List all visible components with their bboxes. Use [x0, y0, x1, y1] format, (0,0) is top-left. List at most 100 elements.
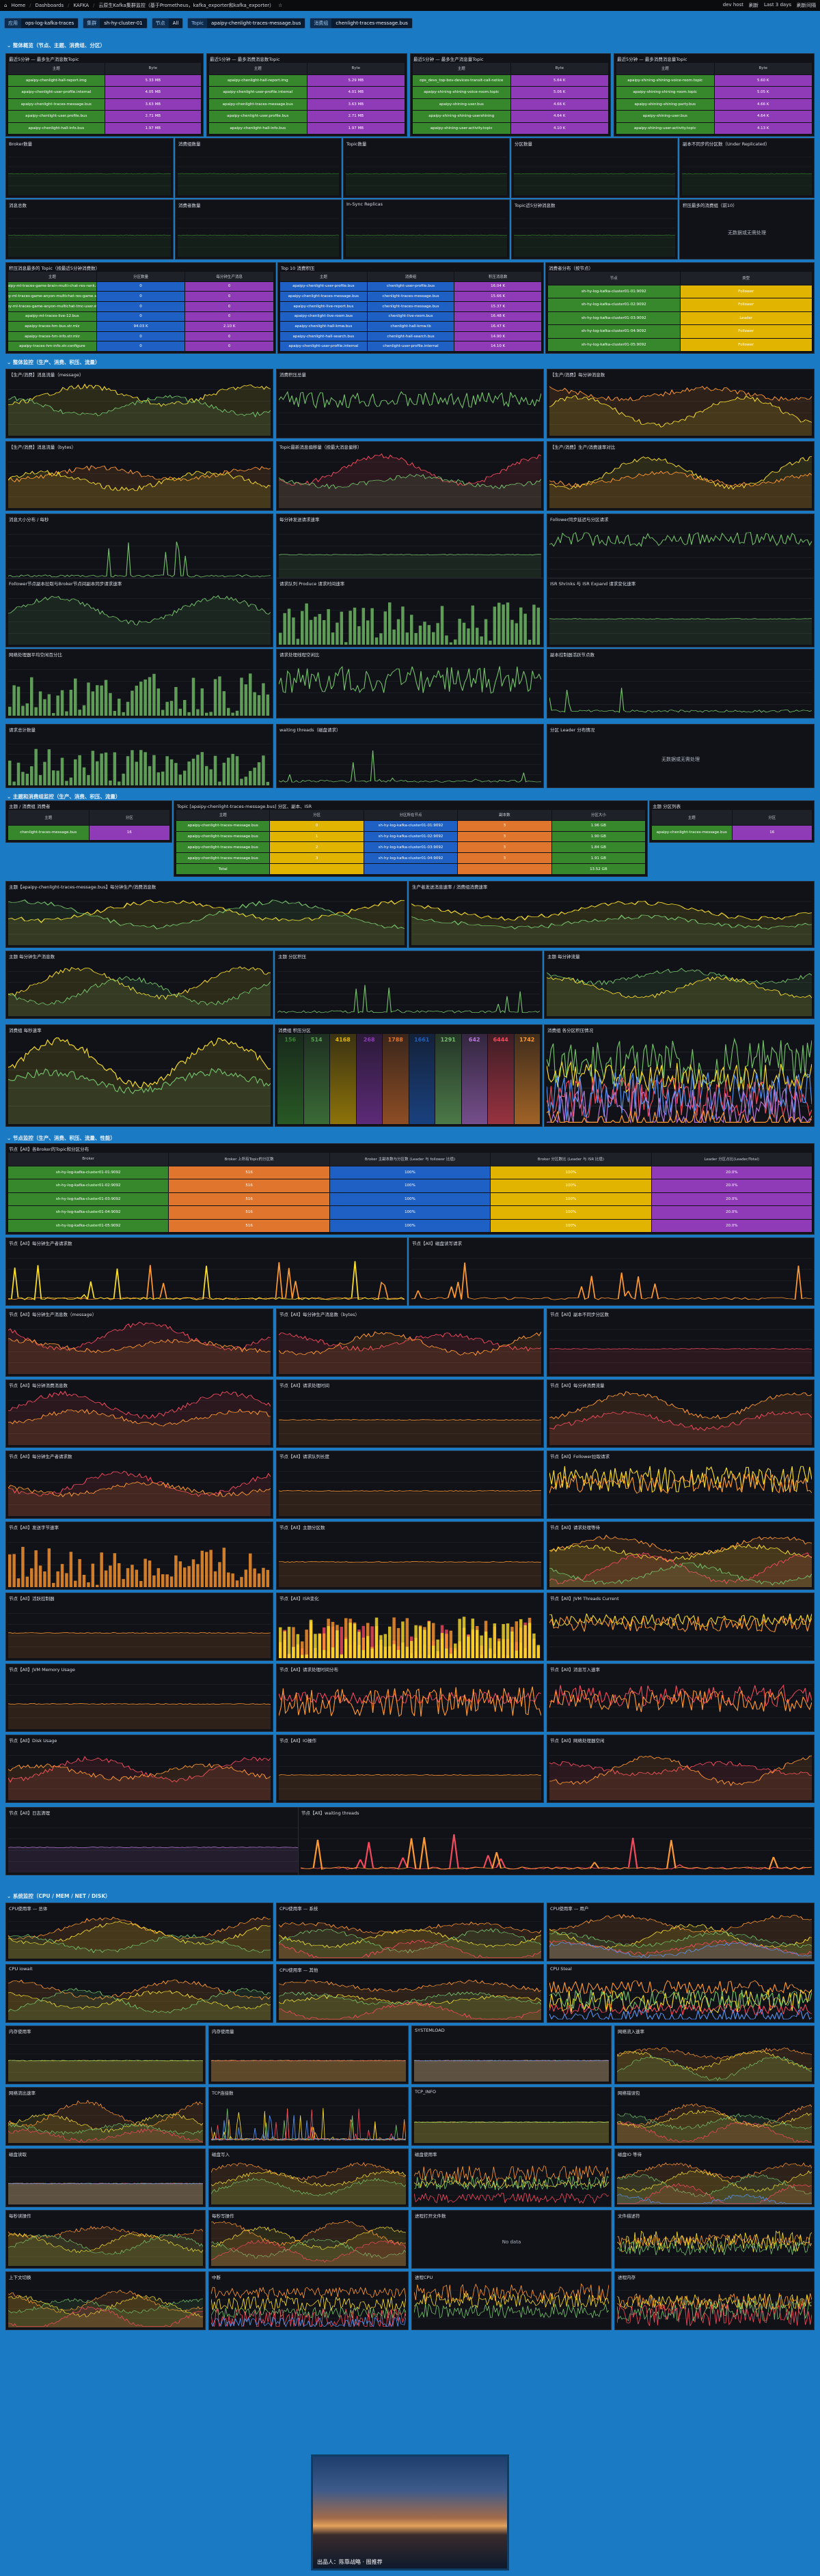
panel-n18[interactable]: 节点【All】JVM Threads Current	[547, 1593, 815, 1661]
panel-t3[interactable]: 主题 分区列表 主题 分区 apaipy-chenlight-traces-messa…	[649, 800, 815, 843]
panel-s17[interactable]: 磁盘使用率	[411, 2148, 612, 2207]
panel-q18[interactable]: 分区 Leader 分布情况 无数据或无需处理	[547, 724, 815, 788]
section-header-0[interactable]: ⌄ 整体概览（节点、主题、消费组、分区）	[3, 41, 817, 51]
variable-value[interactable]: chenlight-traces-message.bus	[331, 18, 412, 28]
panel-s21[interactable]: 进程打开文件数 No data	[411, 2210, 612, 2269]
panel-n15[interactable]: 节点【All】请求处理等待	[547, 1522, 815, 1590]
panel-p5[interactable]: Broker数量	[5, 138, 174, 198]
panel-s10[interactable]: 网络流入速率	[614, 2026, 815, 2084]
column-header[interactable]: Byte	[510, 63, 608, 74]
panel-p2[interactable]: 最近5分钟 — 最多消费消息数Topic 主题 Byte apaipy-chenlig…	[206, 53, 407, 137]
panel-n13[interactable]: 节点【All】发送字节速率	[5, 1522, 273, 1590]
panel-t6[interactable]: 主题 每分钟生产消息数	[5, 951, 273, 1019]
panel-p17[interactable]: 消费者分布（按节点） 节点 类型 sh-hy-log-kafka-cluster01-…	[545, 262, 815, 354]
panel-q17[interactable]: waiting threads（磁盘请求）	[276, 724, 544, 788]
column-header[interactable]: Byte	[105, 63, 201, 74]
panel-q12[interactable]: ISR Shrinks 与 ISR Expand 请求变化速率	[547, 578, 815, 647]
panel-t11[interactable]: 消费组 各分区积压情况	[544, 1024, 815, 1127]
panel-n17[interactable]: 节点【All】ISR变化	[276, 1593, 544, 1661]
variable-4[interactable]: 消费组 chenlight-traces-message.bus	[310, 18, 413, 29]
panel-s7[interactable]: 内存使用率	[5, 2026, 206, 2084]
panel-s19[interactable]: 每秒读操作	[5, 2210, 206, 2269]
panel-s23[interactable]: 上下文切换	[5, 2271, 206, 2330]
column-header[interactable]: Broker 上所有Topic的分区数	[169, 1153, 329, 1166]
column-header[interactable]: 主题	[413, 63, 510, 74]
panel-t9[interactable]: 消费组 每秒速率	[5, 1024, 273, 1127]
panel-n8[interactable]: 节点【All】请求处理时间	[276, 1380, 544, 1448]
panel-s20[interactable]: 每秒写操作	[208, 2210, 409, 2269]
panel-q11[interactable]: 请求队列 Produce 请求时间速率	[276, 578, 544, 647]
panel-n12[interactable]: 节点【All】Follower拉取请求	[547, 1451, 815, 1519]
refresh-button[interactable]: 刷新	[748, 3, 758, 8]
column-header[interactable]: 分区	[732, 810, 812, 825]
section-header-4[interactable]: ⌄ 系统监控（CPU / MEM / NET / DISK）	[3, 1892, 817, 1901]
column-header[interactable]: 分区数量	[96, 272, 185, 281]
panel-n21[interactable]: 节点【All】消息写入速率	[547, 1664, 815, 1732]
panel-n6[interactable]: 节点【All】副本不同步分区数	[547, 1308, 815, 1377]
panel-t8[interactable]: 主题 每分钟流量	[544, 951, 815, 1019]
column-header[interactable]: Byte	[307, 63, 405, 74]
star-icon[interactable]: ☆	[278, 3, 283, 8]
panel-t2[interactable]: Topic [apaipy-chenlight-traces-message.b…	[174, 800, 648, 877]
column-header[interactable]: 副本数	[458, 810, 551, 820]
panel-p10[interactable]: 消息总数	[5, 199, 174, 260]
panel-s16[interactable]: 磁盘写入	[208, 2148, 409, 2207]
section-header-3[interactable]: ⌄ 节点监控（生产、消费、积压、流量、性能）	[3, 1134, 817, 1143]
panel-n2[interactable]: 节点【All】每分钟生产者请求数	[5, 1237, 407, 1306]
panel-q16[interactable]: 请求总计数量	[5, 724, 273, 788]
panel-n26[interactable]: 节点【All】waiting threads	[298, 1807, 815, 1875]
column-header[interactable]: 积压消息数	[454, 272, 542, 281]
collapse-icon[interactable]: ⌄	[7, 794, 13, 800]
column-header[interactable]: 消费组	[367, 272, 454, 281]
home-icon[interactable]: ⌂	[4, 3, 8, 8]
panel-p6[interactable]: 消费组数量	[175, 138, 342, 198]
panel-s24[interactable]: 中断	[208, 2271, 409, 2330]
panel-p9[interactable]: 副本不同步的分区数（Under Replicated）	[679, 138, 815, 198]
panel-s11[interactable]: 网络流出速率	[5, 2087, 206, 2146]
column-header[interactable]: 类型	[680, 272, 812, 285]
column-header[interactable]: Broker 分区数比 (Leader 与 ISR 比值)	[491, 1153, 651, 1166]
column-header[interactable]: 分区大小	[551, 810, 646, 820]
panel-s12[interactable]: TCP连接数	[208, 2087, 409, 2146]
collapse-icon[interactable]: ⌄	[7, 1135, 13, 1141]
panel-q10[interactable]: Follower节点副本拉取与Broker节点间副本同步请求速率	[5, 578, 273, 647]
panel-q15[interactable]: 副本控制器活跃节点数	[547, 649, 815, 718]
variable-value[interactable]: sh-hy-cluster-01	[100, 18, 147, 28]
breadcrumb-folder[interactable]: KAFKA	[73, 3, 90, 8]
panel-t5[interactable]: 生产者发送消息速率 / 消费组消费速率	[409, 881, 815, 948]
column-header[interactable]: Broker 主副本数与分区数 (Leader 与 follower 比值)	[329, 1153, 491, 1166]
panel-q6[interactable]: 【生产/消费】生产/消费速率对比	[547, 441, 815, 511]
panel-s3[interactable]: CPU使用率 — 用户	[547, 1903, 815, 1961]
column-header[interactable]: 分区	[270, 810, 364, 820]
panel-s8[interactable]: 内存使用量	[208, 2026, 409, 2084]
panel-p11[interactable]: 消费者数量	[175, 199, 342, 260]
panel-s26[interactable]: 进程内存	[614, 2271, 815, 2330]
column-header[interactable]: 主题	[652, 810, 732, 825]
panel-s13[interactable]: TCP_INFO	[411, 2087, 612, 2146]
panel-p15[interactable]: 积压消息最多的 Topic（按最近5分钟消费数）主题分区数量每分钟生产消息apa…	[5, 262, 276, 354]
variable-value[interactable]: apaipy-chenlight-traces-message.bus	[206, 18, 305, 28]
panel-n4[interactable]: 节点【All】每分钟生产消息数（message）	[5, 1308, 273, 1377]
panel-p8[interactable]: 分区数量	[511, 138, 678, 198]
panel-s2[interactable]: CPU使用率 — 系统	[276, 1903, 544, 1961]
panel-n11[interactable]: 节点【All】请求队列长度	[276, 1451, 544, 1519]
panel-q1[interactable]: 【生产/消费】消息流量（message）	[5, 369, 273, 438]
panel-n14[interactable]: 节点【All】主题分区数	[276, 1522, 544, 1590]
panel-s15[interactable]: 磁盘读取	[5, 2148, 206, 2207]
panel-s6[interactable]: CPU Steal	[547, 1964, 815, 2023]
panel-n19[interactable]: 节点【All】JVM Memory Usage	[5, 1664, 273, 1732]
panel-n20[interactable]: 节点【All】请求处理时间分布	[276, 1664, 544, 1732]
column-header[interactable]: 主题	[8, 810, 89, 825]
panel-n7[interactable]: 节点【All】每分钟消费消息数	[5, 1380, 273, 1448]
column-header[interactable]: Leader 分区占比(Leader/Total)	[651, 1153, 812, 1166]
section-header-1[interactable]: ⌄ 整体监控（生产、消费、积压、流量）	[3, 358, 817, 367]
panel-s14[interactable]: 网络错误包	[614, 2087, 815, 2146]
panel-n5[interactable]: 节点【All】每分钟生产消息数（bytes）	[276, 1308, 544, 1377]
panel-q8[interactable]: 每分钟发送请求速率	[276, 514, 544, 583]
panel-q5[interactable]: Topic最新消息偏移量（按最大消息偏移）	[276, 441, 544, 511]
column-header[interactable]: 主题	[209, 63, 307, 74]
panel-n23[interactable]: 节点【All】IO操作	[276, 1735, 544, 1803]
section-header-2[interactable]: ⌄ 主题和消费组监控（生产、消费、积压、流量）	[3, 792, 817, 802]
column-header[interactable]: 主题	[176, 810, 270, 820]
panel-n16[interactable]: 节点【All】活跃控制器	[5, 1593, 273, 1661]
